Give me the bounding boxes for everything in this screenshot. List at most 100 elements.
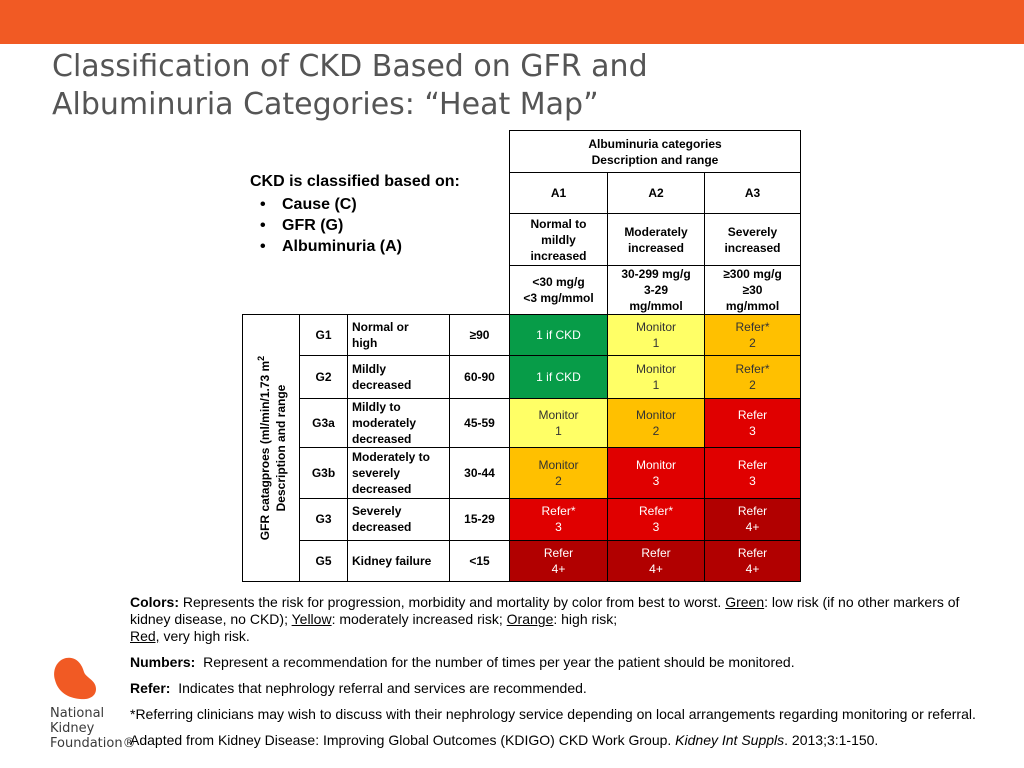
albuminuria-header-line-2: Description and range	[591, 152, 719, 167]
albuminuria-header-line-1: Albuminuria categories	[588, 136, 722, 151]
row-desc-g2: Mildly decreased	[347, 355, 450, 399]
gfr-header-label: GFR catagproes (ml/min/1.73 m2 Descripti…	[253, 323, 289, 573]
column-desc-a1-line: mildly	[541, 232, 576, 247]
heat-cell-g3b-a2: Monitor 3	[607, 446, 705, 500]
heat-cell-number: 3	[652, 474, 660, 489]
heat-cell-number: 4+	[745, 520, 760, 535]
row-range-g1: ≥90	[449, 313, 510, 357]
heat-cell-g4-a3: Refer 4+	[704, 498, 801, 541]
heat-cell-text: Refer	[737, 458, 768, 473]
heat-cell-g2-a1: 1 if CKD	[509, 355, 608, 399]
row-desc-line: Moderately to	[352, 450, 431, 465]
row-code-g1: G1	[299, 313, 348, 357]
heat-cell-g5-a1: Refer 4+	[509, 539, 608, 583]
heat-cell-g1-a3: Refer* 2	[704, 313, 801, 357]
row-desc-g3b: Moderately to severely decreased	[347, 446, 450, 500]
heat-cell-text: Monitor	[635, 361, 676, 376]
heat-cell-text: Monitor	[635, 320, 676, 335]
heat-cell-number: 1	[555, 423, 562, 438]
journal-name: Kidney Int Suppls	[675, 732, 785, 748]
adapted-text: Adapted from Kidney Disease: Improving G…	[130, 732, 676, 748]
column-desc-a2: Moderately increased	[607, 213, 705, 266]
colors-text: Represents the risk for progression, mor…	[179, 594, 726, 610]
heat-cell-number: 1	[652, 377, 660, 392]
top-accent-bar	[0, 0, 1024, 44]
gfr-header-line-1: GFR catagproes (ml/min/1.73 m	[258, 360, 272, 541]
row-range-g3b: 30-44	[449, 446, 510, 500]
column-range-a2-line: 3-29	[643, 283, 669, 297]
column-code-a1: A1	[509, 172, 608, 214]
classification-item-albuminuria: Albuminuria (A)	[260, 236, 500, 257]
albuminuria-header: Albuminuria categories Description and r…	[509, 130, 801, 173]
row-range-g3a: 45-59	[449, 397, 510, 448]
heat-cell-text: Refer*	[735, 361, 770, 376]
column-range-a1-line: <3 mg/mmol	[523, 291, 594, 305]
row-desc-line: moderately	[352, 415, 417, 430]
heat-cell-number: 2	[749, 377, 756, 392]
heat-cell-number: 4+	[649, 561, 663, 576]
adapted-text: . 2013;3:1-150.	[784, 732, 879, 748]
heat-cell-number: 3	[749, 423, 756, 438]
orange-word: Orange	[506, 611, 554, 627]
page-title: Classification of CKD Based on GFR and A…	[52, 48, 952, 124]
heat-cell-number: 2	[749, 336, 756, 351]
row-code-g3b: G3b	[299, 446, 348, 500]
numbers-text: Represent a recommendation for the numbe…	[195, 654, 795, 670]
green-word: Green	[725, 594, 765, 610]
logo-line: Foundation®	[50, 736, 136, 751]
gfr-header-line-2: Description and range	[274, 384, 288, 512]
kidney-logo-icon	[54, 657, 96, 700]
column-desc-a3-line: increased	[724, 240, 781, 255]
heat-cell-g3b-a3: Refer 3	[704, 446, 801, 500]
row-range-g4: 15-29	[449, 498, 510, 541]
colors-label: Colors:	[130, 594, 179, 610]
refer-label: Refer:	[130, 680, 171, 696]
adapted-note: Adapted from Kidney Disease: Improving G…	[130, 732, 1000, 749]
heat-cell-text: Refer*	[638, 504, 673, 519]
notes-section: Colors: Represents the risk for progress…	[130, 594, 1000, 758]
heat-cell-g3a-a1: Monitor 1	[509, 397, 608, 448]
classification-item-gfr: GFR (G)	[260, 215, 500, 236]
logo-line: National	[50, 706, 105, 721]
heat-cell-text: 1 if CKD	[536, 328, 581, 343]
row-desc-line: Mildly to	[352, 399, 401, 414]
classification-heading: CKD is classified based on:	[250, 173, 460, 190]
red-word: Red,	[130, 628, 160, 644]
colors-text: : high risk;	[553, 611, 618, 627]
column-desc-a2-line: Moderately	[624, 224, 688, 239]
colors-text: very high risk.	[159, 628, 250, 644]
logo-text: National Kidney Foundation®	[50, 706, 136, 751]
asterisk-note: *Referring clinicians may wish to discus…	[130, 706, 976, 722]
refer-note: Refer: Indicates that nephrology referra…	[130, 680, 1000, 697]
heat-cell-number: 3	[749, 474, 756, 489]
row-desc-line: decreased	[352, 520, 412, 535]
column-desc-a2-line: increased	[627, 240, 685, 255]
row-code-g4: G3	[299, 498, 348, 541]
yellow-word: Yellow	[291, 611, 332, 627]
column-range-a3: ≥300 mg/g ≥30 mg/mmol	[704, 265, 801, 315]
row-desc-line: high	[352, 336, 378, 351]
column-range-a1: <30 mg/g <3 mg/mmol	[509, 265, 608, 315]
row-desc-line: decreased	[352, 482, 412, 497]
row-code-g2: G2	[299, 355, 348, 399]
classification-list: Cause (C) GFR (G) Albuminuria (A)	[250, 194, 500, 257]
heat-cell-text: Monitor	[635, 407, 676, 422]
numbers-note: Numbers: Represent a recommendation for …	[130, 654, 1000, 671]
heat-cell-number: 3	[652, 520, 660, 535]
colors-text: : low risk (if no other markers of kidne…	[130, 594, 960, 627]
colors-text: : moderately increased risk;	[331, 611, 507, 627]
heat-cell-text: Refer	[543, 545, 574, 560]
column-desc-a1-line: increased	[530, 248, 587, 263]
heat-cell-text: Refer	[641, 545, 671, 560]
ckd-classification-box: CKD is classified based on: Cause (C) GF…	[250, 172, 500, 257]
heat-cell-g3b-a1: Monitor 2	[509, 446, 608, 500]
row-desc-line: severely	[352, 466, 401, 481]
row-code-g3a: G3a	[299, 397, 348, 448]
heat-map-table: Albuminuria categories Description and r…	[242, 130, 801, 583]
column-range-a2: 30-299 mg/g 3-29 mg/mmol	[607, 265, 705, 315]
column-range-a3-line: ≥300 mg/g	[723, 267, 782, 281]
row-desc-g4: Severely decreased	[347, 498, 450, 541]
heat-cell-text: Refer	[737, 504, 768, 519]
gfr-header-wrapper: GFR catagproes (ml/min/1.73 m2 Descripti…	[243, 315, 299, 581]
row-range-g5: <15	[449, 539, 510, 583]
